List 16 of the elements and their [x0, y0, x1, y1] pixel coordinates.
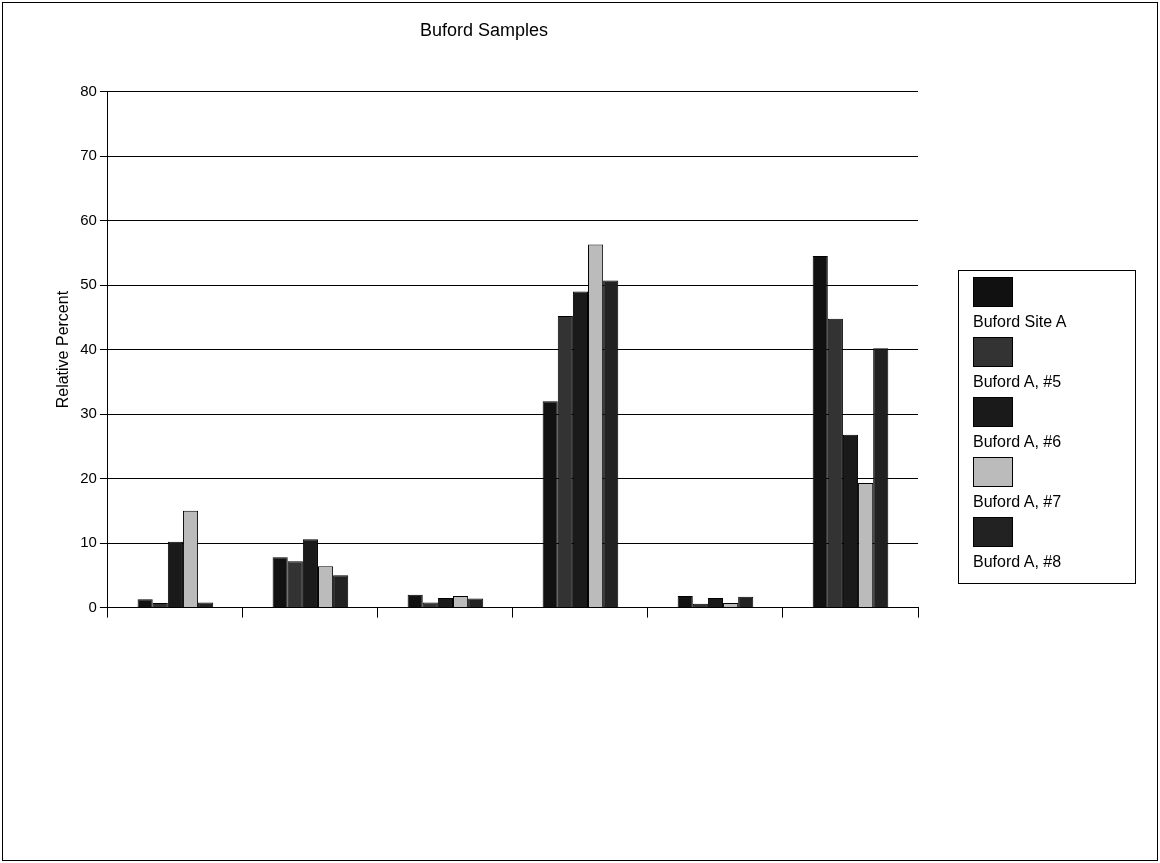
- y-tick-label: 30: [80, 404, 97, 422]
- y-tick-label: 50: [80, 275, 97, 293]
- chart-title: Buford Samples: [419, 19, 549, 40]
- y-tick-label: 0: [88, 597, 97, 615]
- y-axis-title: Relative Percent: [54, 290, 72, 409]
- y-tick-label: 10: [80, 533, 97, 551]
- y-tick-label: 20: [80, 468, 97, 486]
- legend-label: Buford A, #6: [973, 433, 1063, 451]
- y-tick-label: 60: [80, 210, 97, 228]
- legend-label: Buford A, #5: [973, 373, 1063, 391]
- y-tick-label: 70: [80, 146, 97, 164]
- y-tick-label: 40: [80, 339, 97, 357]
- y-tick-label: 80: [80, 81, 97, 99]
- legend-label: Buford Site A: [973, 313, 1068, 331]
- legend-label: Buford A, #8: [973, 553, 1063, 571]
- legend-label: Buford A, #7: [973, 493, 1063, 511]
